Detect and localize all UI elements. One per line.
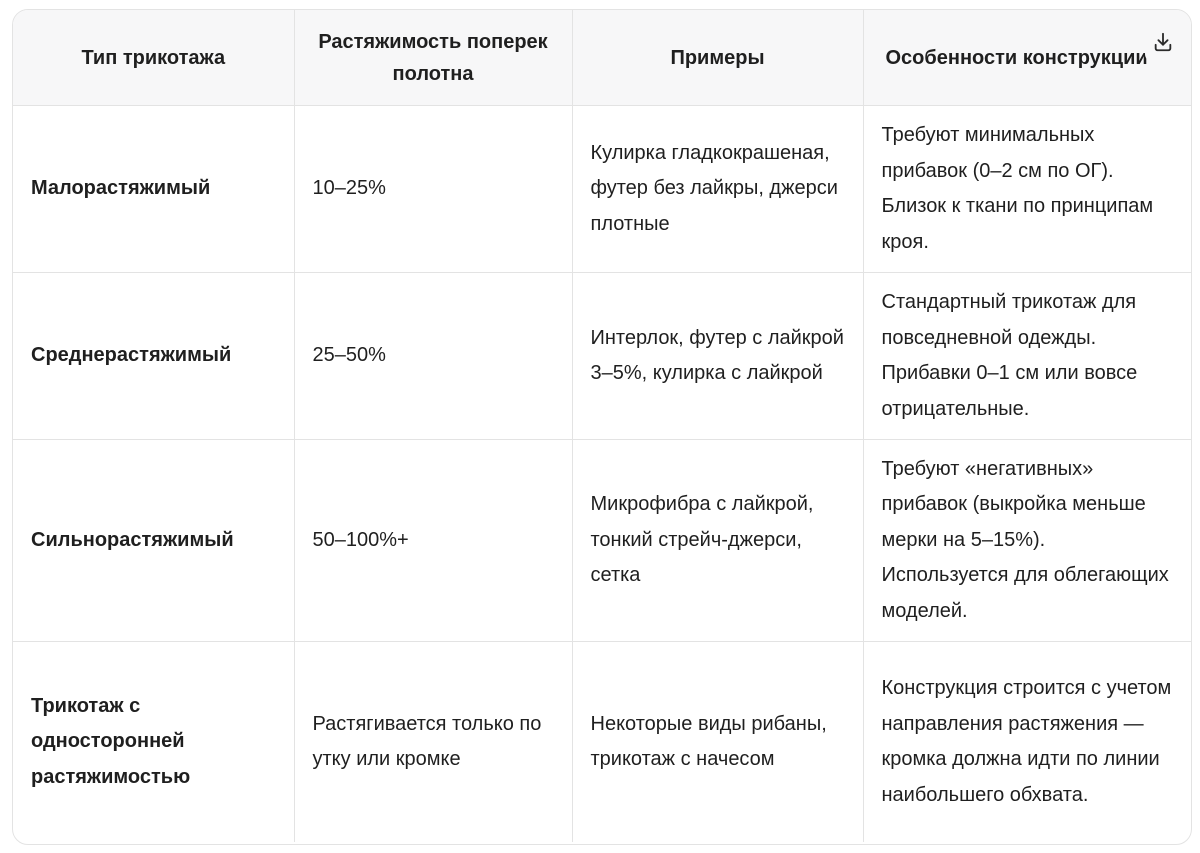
data-table-container: Тип трикотажа Растяжимость поперек полот…: [12, 9, 1192, 845]
download-table-button[interactable]: [1145, 26, 1181, 62]
cell-knit-type: Трикотаж с односторонней растяжимостью: [13, 641, 295, 842]
download-icon: [1152, 31, 1174, 58]
cell-examples: Кулирка гладкокрашеная, футер без лайкры…: [572, 105, 864, 273]
cell-examples: Микрофибра с лайкрой, тонкий стрейч-джер…: [572, 439, 864, 642]
cell-features: Требуют «негативных» прибавок (выкройка …: [863, 439, 1191, 642]
table-header-row: Тип трикотажа Растяжимость поперек полот…: [13, 10, 1191, 106]
table-row: Среднерастяжимый 25–50% Интерлок, футер …: [13, 272, 1191, 440]
header-construction-features: Особенности конструкции: [863, 10, 1191, 106]
cell-features: Конструкция строится с учетом направлени…: [881, 677, 1172, 806]
cell-examples: Некоторые виды рибаны, трикотаж с начесо…: [572, 641, 864, 842]
cell-knit-type: Сильнорастяжимый: [13, 439, 295, 642]
cell-examples: Интерлок, футер с лайкрой 3–5%, кулирка …: [572, 272, 864, 440]
cell-features: Требуют минимальных прибавок (0–2 см по …: [863, 105, 1191, 273]
header-examples: Примеры: [572, 10, 864, 106]
cell-knit-type: Среднерастяжимый: [13, 272, 295, 440]
knit-types-table: Тип трикотажа Растяжимость поперек полот…: [13, 10, 1191, 842]
cell-stretch: Растягивается только по утку или кромке: [294, 641, 573, 842]
cell-stretch: 50–100%+: [294, 439, 573, 642]
header-stretch: Растяжимость поперек полотна: [294, 10, 573, 106]
cell-stretch: 10–25%: [294, 105, 573, 273]
table-row: Малорастяжимый 10–25% Кулирка гладкокраш…: [13, 105, 1191, 273]
table-row: Сильнорастяжимый 50–100%+ Микрофибра с л…: [13, 439, 1191, 642]
cell-knit-type: Малорастяжимый: [13, 105, 295, 273]
cell-features: Стандартный трикотаж для повседневной од…: [863, 272, 1191, 440]
table-row: Трикотаж с односторонней растяжимостью Р…: [13, 641, 1191, 842]
header-knit-type: Тип трикотажа: [13, 10, 295, 106]
cell-stretch: 25–50%: [294, 272, 573, 440]
